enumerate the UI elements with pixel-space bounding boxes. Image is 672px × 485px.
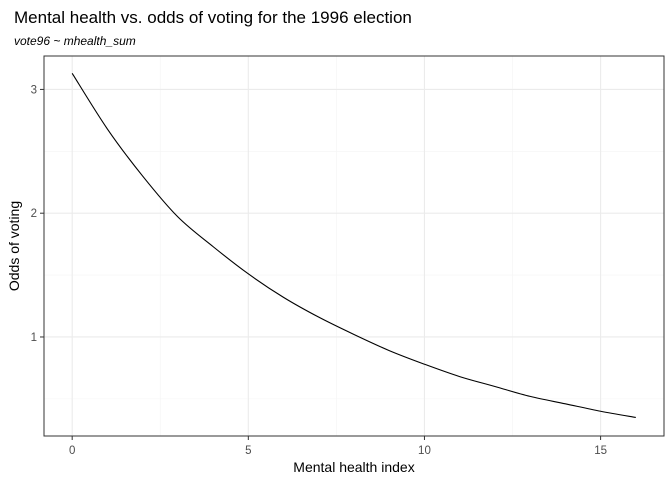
y-tick-label: 1 — [31, 332, 37, 344]
chart-title: Mental health vs. odds of voting for the… — [14, 8, 412, 27]
chart-subtitle: vote96 ~ mhealth_sum — [14, 34, 136, 48]
x-tick-label: 5 — [245, 445, 251, 457]
series-line — [71, 73, 636, 418]
x-tick-label: 0 — [69, 445, 75, 457]
y-tick-label: 2 — [31, 208, 37, 220]
x-tick-label: 15 — [594, 445, 607, 457]
y-axis-title: Odds of voting — [6, 201, 22, 291]
series-layer — [71, 73, 636, 418]
x-axis-title: Mental health index — [293, 459, 414, 475]
y-tick-label: 3 — [31, 84, 37, 96]
panel-border — [43, 55, 665, 437]
grid — [44, 56, 664, 436]
axes: 0 5 10 15 1 2 3 — [31, 84, 607, 457]
x-tick-label: 10 — [418, 445, 431, 457]
